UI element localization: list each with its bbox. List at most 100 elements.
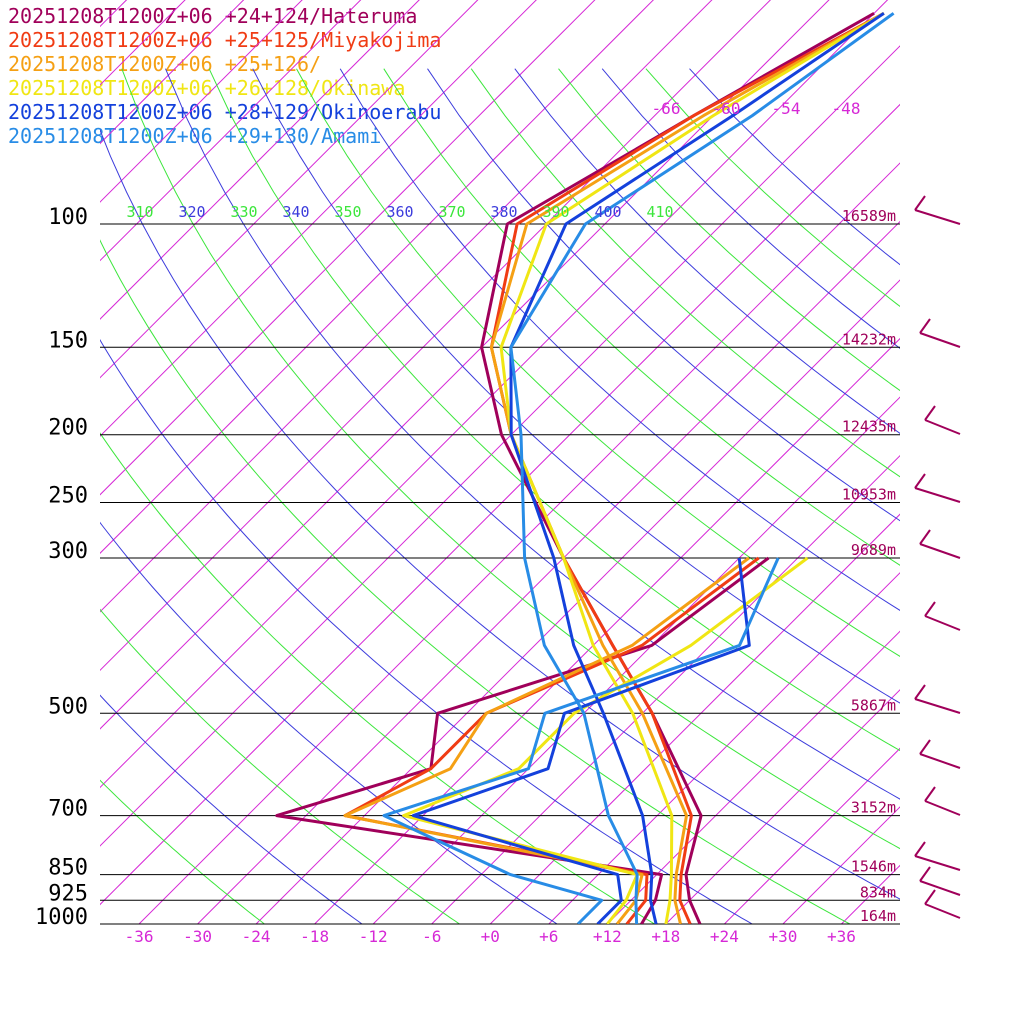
- theta-label: 370: [438, 203, 465, 221]
- mixing-ratio-label: -60: [712, 99, 741, 118]
- isotherm-line: [100, 0, 479, 379]
- isotherm-line: [100, 0, 303, 203]
- x-tick-label: +12: [593, 927, 622, 946]
- mixing-ratio-label: -54: [772, 99, 801, 118]
- isotherm-line: [548, 572, 900, 924]
- height-label: 9689m: [851, 541, 896, 559]
- x-tick-label: -12: [359, 927, 388, 946]
- mixing-ratio-label: -66: [652, 99, 681, 118]
- theta-label: 390: [542, 203, 569, 221]
- pressure-label: 925: [48, 881, 88, 906]
- dry-adiabat-line: [100, 128, 900, 900]
- temperature-profile-line: [489, 11, 885, 924]
- height-label: 10953m: [842, 486, 896, 504]
- x-tick-label: -6: [422, 927, 441, 946]
- pressure-label: 1000: [35, 905, 88, 930]
- isotherm-line: [100, 0, 362, 262]
- isotherm-line: [841, 864, 900, 924]
- legend-entry: 20251208T1200Z+06 +24+124/Hateruma: [8, 4, 418, 28]
- dry-adiabat-line: [100, 338, 753, 924]
- wind-barb: [919, 866, 961, 896]
- wind-barb: [924, 889, 961, 919]
- dry-adiabat-line: [427, 68, 900, 522]
- wind-barb: [919, 529, 961, 559]
- wind-barb: [924, 405, 961, 435]
- x-tick-label: +30: [768, 927, 797, 946]
- wind-barb: [919, 318, 961, 348]
- temperature-profile-line: [509, 12, 895, 924]
- theta-label: 320: [178, 203, 205, 221]
- legend-entry: 20251208T1200Z+06 +29+130/Amami: [8, 124, 382, 148]
- dewpoint-profile-line: [275, 556, 770, 924]
- x-tick-label: -24: [242, 927, 271, 946]
- x-tick-label: +24: [710, 927, 739, 946]
- theta-label: 360: [386, 203, 413, 221]
- wind-barb: [924, 786, 961, 816]
- pressure-label: 150: [48, 328, 88, 353]
- isotherm-line: [138, 162, 900, 924]
- isotherm-line: [100, 0, 420, 320]
- height-label: 16589m: [842, 207, 896, 225]
- temperature-profile-line: [499, 12, 885, 924]
- height-label: 12435m: [842, 418, 896, 436]
- x-tick-label: +18: [651, 927, 680, 946]
- isotherm-line: [1017, 0, 1024, 924]
- dry-adiabat-line: [252, 68, 900, 704]
- legend-entry: 20251208T1200Z+06 +28+129/Okinoerabu: [8, 100, 442, 124]
- isotherm-line: [314, 337, 900, 924]
- pressure-label: 300: [48, 539, 88, 564]
- theta-label: 350: [334, 203, 361, 221]
- isotherm-line: [959, 0, 1024, 924]
- isotherm-line: [489, 513, 900, 924]
- isotherm-line: [724, 747, 900, 924]
- wind-barb: [914, 473, 961, 503]
- height-label: 3152m: [851, 799, 896, 817]
- dewpoint-profile-line: [343, 556, 760, 924]
- isotherm-line: [197, 220, 900, 924]
- x-tick-label: +36: [827, 927, 856, 946]
- isotherm-line: [100, 0, 245, 145]
- dry-adiabat-line: [470, 68, 900, 478]
- dry-adiabat-line: [296, 68, 900, 657]
- isotherm-line: [100, 0, 889, 789]
- height-label: 834m: [860, 883, 896, 901]
- x-tick-label: +0: [481, 927, 500, 946]
- theta-label: 330: [230, 203, 257, 221]
- dewpoint-profile-line: [382, 557, 780, 924]
- isotherm-line: [0, 0, 64, 924]
- theta-label: 310: [126, 203, 153, 221]
- pressure-label: 250: [48, 484, 88, 509]
- wind-barb: [919, 739, 961, 769]
- height-label: 5867m: [851, 696, 896, 714]
- dry-adiabat-line: [645, 68, 900, 307]
- isotherm-line: [606, 630, 900, 924]
- dry-adiabat-line: [383, 68, 900, 566]
- isotherm-line: [0, 0, 5, 924]
- theta-label: 380: [490, 203, 517, 221]
- dry-adiabat-line: [339, 68, 900, 611]
- theta-label: 340: [282, 203, 309, 221]
- dry-adiabat-line: [100, 779, 265, 924]
- height-label: 164m: [860, 907, 896, 925]
- x-tick-label: +6: [539, 927, 558, 946]
- isotherm-line: [899, 923, 900, 924]
- isotherm-line: [782, 806, 900, 924]
- dry-adiabat-line: [100, 694, 363, 924]
- isotherm-line: [100, 0, 596, 496]
- dry-adiabat-line: [165, 68, 900, 800]
- isotherm-line: [0, 0, 122, 924]
- wind-barb: [914, 684, 961, 714]
- legend-entry: 20251208T1200Z+06 +25+126/: [8, 52, 322, 76]
- mixing-ratio-label: -48: [832, 99, 861, 118]
- wind-barb: [914, 841, 961, 871]
- dry-adiabat-line: [121, 68, 900, 850]
- theta-label: 400: [594, 203, 621, 221]
- pressure-label: 200: [48, 416, 88, 441]
- pressure-label: 500: [48, 694, 88, 719]
- dry-adiabat-line: [208, 68, 900, 752]
- isotherm-line: [100, 0, 128, 28]
- dry-adiabat-line: [100, 521, 558, 924]
- wind-barb: [924, 601, 961, 631]
- dry-adiabat-line: [100, 608, 460, 924]
- legend-entry: 20251208T1200Z+06 +25+125/Miyakojima: [8, 28, 442, 52]
